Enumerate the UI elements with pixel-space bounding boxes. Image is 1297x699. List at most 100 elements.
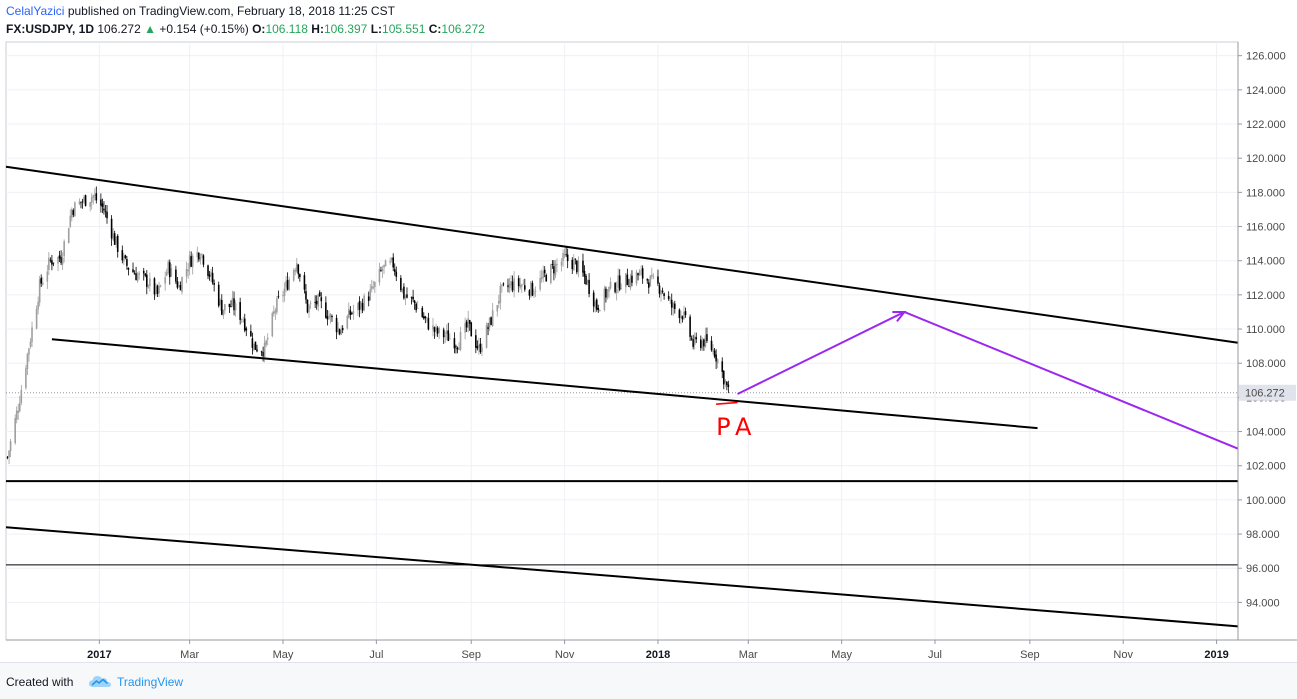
candle-body [116,235,119,252]
candle-body [123,255,125,262]
candle-body [704,335,707,347]
candle-body [620,288,623,290]
candle-body [667,295,670,299]
candle-body [112,233,114,240]
candle-body [294,269,297,272]
candle-body [413,300,416,304]
candle-body [426,317,428,318]
candle-body [357,303,359,311]
candle-body [693,336,696,345]
candle-body [260,351,263,353]
candle-body [695,337,698,340]
candle-body [374,281,376,288]
candle-body [571,259,574,270]
lower-channel-line [51,338,1038,430]
candle-body [453,338,456,349]
price-axis[interactable]: 126.000 124.000 122.000 120.000 118.000 116.0… [1237,42,1296,640]
candle-body [481,347,483,352]
candle-body [383,264,385,268]
tradingview-cloud-icon[interactable] [88,673,112,689]
candle-body [303,275,306,290]
tradingview-link[interactable]: TradingView [117,675,184,689]
candle-body [25,368,27,389]
candle-body [178,284,180,287]
price-tick-label: 118.000 [1246,187,1285,199]
candle-body [52,262,55,264]
candle-body [239,302,241,320]
time-axis[interactable]: 2017 Mar May Jul Sep Nov 2018 Mar May Jul Sep Nov 20… [6,639,1297,661]
price-tick-label: 116.000 [1246,222,1285,234]
candle-body [282,295,284,297]
candle-body [491,310,494,326]
candle-body [678,309,681,319]
candle-body [338,329,341,334]
candle-body [299,274,301,278]
last-price-label-bg [1239,384,1296,401]
price-change: +0.154 (+0.15%) [159,22,249,36]
candle-body [519,284,522,288]
candle-body [442,329,445,338]
bottom-trendline [5,526,1239,628]
author-link[interactable]: CelalYazici [6,4,65,18]
candle-body [533,292,535,295]
candle-body [228,303,231,307]
candle-body [341,327,344,331]
candle-body [104,210,107,212]
time-tick-label: May [273,649,294,661]
candle-body [528,290,531,296]
candle-body [577,261,580,272]
chart-drawings: PA [5,165,1239,628]
candle-body [263,342,266,358]
candle-body [315,300,318,305]
candle-body [318,292,321,297]
candle-body [326,316,329,320]
candle-body [113,233,116,245]
candle-body [49,259,52,261]
candle-body [202,255,205,265]
candle-body [48,257,50,271]
candle-body [352,311,355,314]
candle-body [617,275,619,288]
last-price: 106.272 [97,22,141,36]
candle-body [661,290,664,293]
candle-body [657,276,659,284]
footer-bar: Created with TradingView [0,662,1297,699]
candle-body [38,279,41,303]
candle-body [115,236,117,245]
candle-body [641,268,644,279]
candle-body [588,279,590,294]
candle-body [185,269,188,277]
candle-body [562,253,564,262]
candle-body [592,292,595,307]
high-value: 106.397 [323,22,368,36]
candle-body [305,291,307,300]
candle-body [640,270,642,271]
candle-body [254,341,257,350]
candle-body [586,280,589,283]
candle-body [488,317,491,328]
candle-body [511,281,514,291]
candle-body [230,306,232,307]
candle-body [58,255,61,259]
candle-body [188,255,191,269]
candle-body [530,281,532,297]
candle-body [211,272,214,283]
time-tick-label: 2017 [87,649,111,661]
time-tick-label: Nov [1113,649,1133,661]
candle-body [543,269,546,274]
candle-body [389,261,391,263]
candle-body [372,287,375,289]
candle-body [71,209,73,218]
plot-frame [5,41,1239,641]
up-arrow-icon: ▲ [144,22,156,36]
candle-body [539,278,541,290]
price-chart[interactable]: PA 126.000 124.000 122.000 120.000 118.000 11… [0,0,1297,662]
candle-body [458,347,460,350]
symbol-label[interactable]: FX:USDJPY, 1D [6,22,95,36]
candle-body [531,283,534,296]
candle-body [628,286,630,287]
candle-body [309,303,312,305]
candle-body [46,271,49,282]
candle-body [217,284,220,306]
candle-body [423,316,425,319]
